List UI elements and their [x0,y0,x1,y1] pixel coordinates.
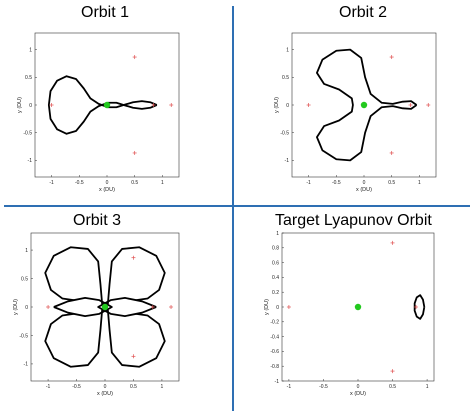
y-tick-label: 0.2 [272,290,279,296]
panel-title-target-lyapunov: Target Lyapunov Orbit [275,212,432,229]
y-tick-label: -1 [285,158,290,164]
x-axis-label: x (DU) [356,187,372,193]
y-tick-label: -1 [275,379,280,385]
x-tick-label: 0.5 [388,180,395,186]
y-tick-label: -0.2 [270,320,279,326]
y-tick-label: 0 [29,103,32,109]
y-tick-label: 0.5 [21,276,28,282]
y-tick-label: 0 [276,305,279,311]
y-tick-label: 0.4 [272,275,279,281]
orbit-trajectory-2 [53,296,113,318]
y-tick-label: 1 [286,47,289,53]
y-tick-label: -0.5 [280,130,289,136]
y-tick-label: 0.5 [282,75,289,81]
orbit-trajectory-1 [97,296,157,318]
x-tick-label: 0.5 [131,180,138,186]
y-axis-label: y (DU) [17,97,23,113]
x-tick-label: 1 [426,384,429,390]
y-axis-label: y (DU) [264,299,270,315]
orbit-trajectory-5 [106,309,166,368]
primary-body-marker [354,303,362,311]
y-tick-label: 1 [25,248,28,254]
y-tick-label: -0.5 [23,130,32,136]
y-axis-label: y (DU) [274,97,280,113]
x-tick-label: -1 [46,384,51,390]
y-tick-label: 0 [25,305,28,311]
x-tick-label: -0.5 [72,384,81,390]
panel-title-orbit-3: Orbit 3 [73,212,122,229]
x-tick-label: -0.5 [75,180,84,186]
x-tick-label: 0 [357,384,360,390]
y-axis-label: y (DU) [13,299,19,315]
x-tick-label: -1 [287,384,292,390]
panel-title-orbit-2: Orbit 2 [339,4,388,21]
y-tick-label: -0.6 [270,349,279,355]
orbit-trajectory-3 [106,246,166,305]
y-tick-label: -0.8 [270,364,279,370]
vertical-divider [232,6,234,411]
x-tick-label: -0.5 [319,384,328,390]
primary-body-marker [103,101,111,109]
horizontal-divider [4,205,470,207]
orbit-trajectory-1 [47,75,158,135]
orbit-trajectory-6 [44,309,104,368]
y-tick-label: -0.5 [19,333,28,339]
x-tick-label: 1 [161,180,164,186]
y-tick-label: 1 [276,231,279,237]
y-tick-label: 1 [29,47,32,53]
x-axis-label: x (DU) [350,391,366,397]
y-tick-label: -1 [24,362,29,368]
y-tick-label: 0.6 [272,260,279,266]
y-tick-label: 0.8 [272,246,279,252]
x-tick-label: -0.5 [332,180,341,186]
primary-body-marker [101,303,109,311]
y-tick-label: 0 [286,103,289,109]
x-tick-label: 0.5 [130,384,137,390]
orbit-trajectory-4 [44,246,104,305]
x-tick-label: 0 [363,180,366,186]
x-axis-label: x (DU) [97,391,113,397]
x-tick-label: 0 [106,180,109,186]
orbit-trajectory-1 [316,48,418,162]
x-tick-label: -1 [49,180,54,186]
x-axis-label: x (DU) [99,187,115,193]
y-tick-label: -0.4 [270,334,279,340]
y-tick-label: 0.5 [25,75,32,81]
panel-title-orbit-1: Orbit 1 [81,4,130,21]
x-tick-label: 1 [418,180,421,186]
x-tick-label: 0 [104,384,107,390]
primary-body-marker [360,101,368,109]
y-tick-label: -1 [28,158,33,164]
x-tick-label: -1 [306,180,311,186]
x-tick-label: 0.5 [389,384,396,390]
x-tick-label: 1 [161,384,164,390]
